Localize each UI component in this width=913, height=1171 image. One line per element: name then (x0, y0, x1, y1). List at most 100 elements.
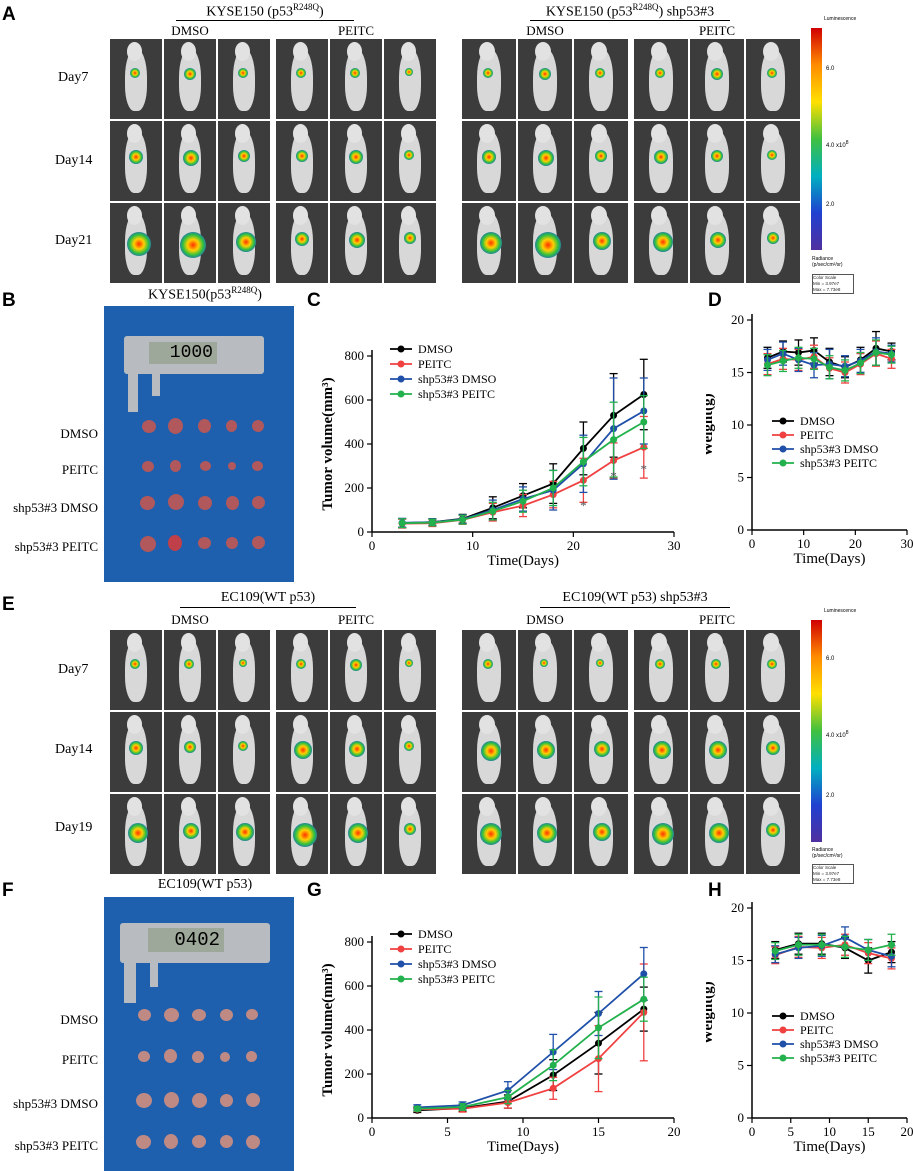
y-tick-label: 0 (358, 524, 365, 539)
legend-label: DMSO (418, 342, 453, 356)
luminescence-color-scale (811, 620, 822, 842)
data-point (519, 497, 527, 505)
data-point (459, 516, 467, 524)
data-point (841, 943, 849, 951)
y-tick-label: 10 (731, 1005, 744, 1020)
scale-unit: Radiance (p/sec/cm²/sr) (812, 847, 843, 859)
mouse-image (384, 203, 436, 283)
data-point (640, 418, 648, 426)
legend-label: DMSO (418, 927, 453, 941)
data-point (413, 1105, 421, 1113)
mouse-image (384, 630, 436, 710)
data-point (888, 941, 895, 949)
mouse-image (164, 712, 216, 792)
panel-b-title: KYSE150(p53R248Q) (148, 285, 262, 303)
mouse-image (518, 630, 572, 710)
data-point (810, 355, 818, 363)
mouse-image (218, 121, 270, 201)
legend-marker (397, 390, 405, 398)
legend-label: shp53#3 PEITC (418, 387, 495, 401)
mouse-image (330, 794, 382, 874)
y-tick-label: 600 (345, 978, 365, 993)
panel-label-e: E (2, 594, 15, 615)
x-axis-label: Time(Days) (794, 551, 866, 567)
panel-f-row-label: shp53#3 DMSO (13, 1096, 98, 1111)
y-tick-label: 200 (345, 480, 365, 495)
mouse-image (746, 794, 800, 874)
weight-chart-ec109: 0 5 10 15 20 0 5 10 15 20 Time(Days) Weight(g) DMSOP… (706, 900, 913, 1155)
legend-label: DMSO (800, 414, 835, 428)
x-tick-label: 0 (749, 1124, 756, 1139)
mouse-image (518, 203, 572, 283)
panel-a-header-left: KYSE150 (p53R248Q) (206, 2, 324, 20)
scale-tick: 2.0 (826, 793, 835, 799)
mouse-image (384, 39, 436, 119)
panel-a-group-label: DMSO (526, 23, 564, 38)
series-line (417, 1011, 645, 1111)
legend-label: PEITC (418, 357, 451, 371)
legend-marker (397, 360, 405, 368)
panel-e-day-label: Day19 (55, 820, 93, 835)
data-point (818, 941, 826, 949)
panel-a-day-label: Day14 (55, 153, 93, 168)
mouse-image (462, 794, 516, 874)
panel-f-row-label: PEITC (61, 1052, 98, 1067)
significance-star: * (610, 468, 617, 483)
mouse-image (690, 203, 744, 283)
mouse-image (164, 794, 216, 874)
y-tick-label: 800 (345, 348, 365, 363)
y-axis-label: Tumor volume(mm³) (320, 963, 336, 1096)
mouse-image (746, 121, 800, 201)
x-tick-label: 30 (901, 536, 913, 551)
legend-marker (397, 345, 405, 353)
mouse-image (164, 203, 216, 283)
mouse-image (218, 203, 270, 283)
legend-label: shp53#3 DMSO (800, 442, 879, 456)
x-tick-label: 5 (788, 1124, 795, 1139)
mouse-image (218, 39, 270, 119)
mouse-image (330, 203, 382, 283)
mouse-image (746, 712, 800, 792)
mouse-image (690, 794, 744, 874)
mouse-image (574, 712, 628, 792)
significance-star: * (641, 462, 648, 477)
data-point (864, 946, 872, 954)
mouse-image (276, 794, 328, 874)
panel-label-h: H (708, 880, 722, 901)
y-axis-label: Tumor volume(mm³) (320, 377, 336, 510)
panel-e-header-left: EC109(WT p53) (220, 590, 316, 605)
y-tick-label: 15 (731, 365, 744, 380)
scale-tick: 2.0 (826, 202, 835, 208)
panel-f-row-label: DMSO (60, 1012, 98, 1027)
mouse-image (574, 39, 628, 119)
mouse-image (218, 794, 270, 874)
series-line (775, 943, 892, 952)
mouse-image (574, 203, 628, 283)
x-tick-label: 20 (901, 1124, 913, 1139)
legend-marker (779, 1040, 787, 1048)
panel-label-c: C (307, 290, 321, 311)
y-tick-label: 20 (731, 900, 744, 915)
x-tick-label: 0 (369, 538, 376, 553)
x-axis-label: Time(Days) (487, 1139, 559, 1155)
x-tick-label: 15 (592, 1124, 605, 1139)
legend-label: shp53#3 PEITC (418, 972, 495, 986)
panel-a-underline-right (530, 20, 730, 21)
panel-a-group-label: PEITC (698, 23, 736, 38)
mouse-image (574, 794, 628, 874)
data-point (428, 519, 436, 527)
data-point (504, 1093, 512, 1101)
panel-label-d: D (708, 290, 722, 311)
mouse-image (330, 121, 382, 201)
mouse-image (110, 794, 162, 874)
panel-e-group-label: PEITC (698, 612, 736, 627)
panel-a-group-label: DMSO (171, 23, 209, 38)
y-axis-label: Weight(g) (706, 393, 716, 456)
legend-label: PEITC (418, 942, 451, 956)
x-axis-label: Time(Days) (487, 553, 559, 569)
panel-e-day-label: Day7 (58, 662, 89, 677)
mouse-image (164, 121, 216, 201)
data-point (888, 952, 895, 960)
mouse-image (574, 121, 628, 201)
data-point (595, 1024, 602, 1032)
